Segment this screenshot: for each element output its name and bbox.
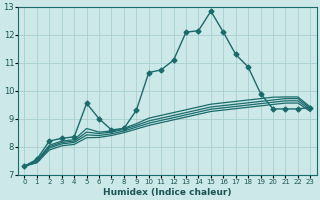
X-axis label: Humidex (Indice chaleur): Humidex (Indice chaleur) bbox=[103, 188, 232, 197]
